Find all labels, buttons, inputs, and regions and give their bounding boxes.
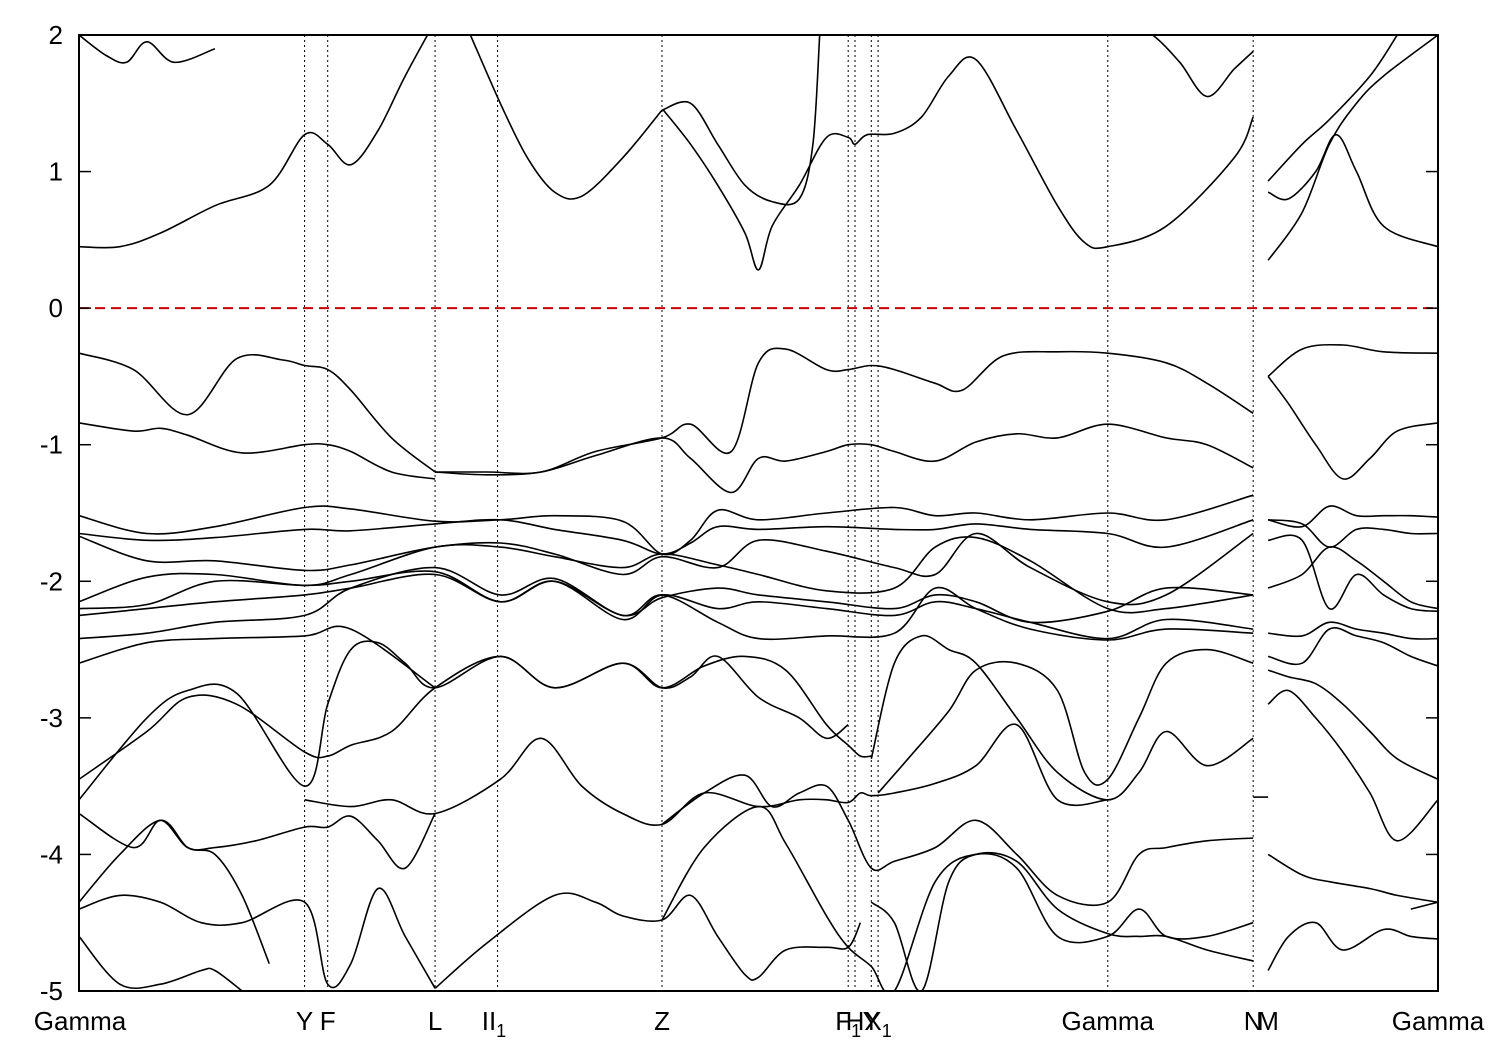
band-series-7: [1151, 35, 1254, 98]
band-series-12: [435, 423, 1254, 494]
y-ticks: 2 1 0 -1 -2 -3 -4 -5: [40, 20, 1438, 1006]
band-series-38: [1268, 519, 1438, 548]
band-series-9: [79, 352, 436, 473]
band-series-10: [79, 422, 436, 480]
band-series-32: [79, 887, 436, 989]
band-series-39: [1267, 505, 1438, 528]
kpoint-label-6: Z: [654, 1006, 670, 1036]
band-series-14: [1267, 343, 1438, 378]
band-series-23: [79, 655, 872, 780]
band-series-35: [870, 851, 1254, 991]
band-series-17: [79, 532, 1254, 606]
kpoint-label-14: Gamma: [1392, 1006, 1485, 1036]
band-series-30: [661, 774, 1254, 906]
band-series-36: [1267, 546, 1438, 610]
band-series-16: [79, 518, 1254, 555]
band-series-22: [79, 625, 436, 689]
band-series-46: [1267, 921, 1438, 971]
kpoint-label-9: Y: [863, 1006, 880, 1036]
band-series-4: [1267, 35, 1438, 261]
band-series-40: [1268, 621, 1438, 640]
band-series-3: [662, 56, 1254, 271]
band-lines: [79, 35, 1438, 991]
band-series-8: [79, 35, 216, 64]
y-tick-label-6: -4: [40, 839, 63, 869]
band-series-0: [79, 35, 429, 249]
band-series-42: [1267, 669, 1438, 781]
band-series-37: [1267, 534, 1438, 613]
band-series-11: [435, 347, 1254, 475]
band-series-26: [877, 648, 1254, 794]
kpoint-label-12: N: [1244, 1006, 1263, 1036]
kpoint-label-3: L: [428, 1006, 442, 1036]
plot-frame: [78, 34, 1439, 992]
band-series-47: [1410, 901, 1438, 910]
band-series-18: [79, 536, 1254, 614]
kpoint-label-5: I1: [489, 1006, 506, 1041]
kpoint-label-13: M: [1257, 1006, 1279, 1036]
band-series-27: [304, 723, 1108, 826]
kpoint-label-11: Gamma: [1062, 1006, 1155, 1036]
band-series-6: [1267, 35, 1398, 182]
band-series-43: [1267, 689, 1438, 842]
band-series-2: [661, 35, 821, 206]
kpoint-label-10: X1: [864, 1006, 891, 1041]
band-series-25: [870, 634, 1254, 801]
band-series-21: [79, 566, 1254, 641]
band-series-20: [79, 573, 1254, 640]
band-series-33: [79, 935, 243, 991]
y-tick-label-5: -3: [40, 703, 63, 733]
band-series-13: [1267, 375, 1438, 480]
band-series-45: [1267, 853, 1438, 903]
kpoint-label-0: Gamma: [34, 1006, 127, 1036]
band-series-15: [79, 494, 1254, 556]
kpoint-label-1: Y: [296, 1006, 313, 1036]
band-series-24: [79, 640, 849, 801]
kpoint-label-8: H: [846, 1006, 865, 1036]
band-series-34: [434, 892, 862, 989]
band-series-1: [469, 35, 663, 200]
band-series-5: [1267, 133, 1438, 248]
band-series-28: [79, 812, 436, 870]
y-tick-label-3: -1: [40, 430, 63, 460]
y-tick-label-0: 2: [49, 20, 63, 50]
y-tick-label-2: 0: [49, 293, 63, 323]
kpoint-separator-lines: [304, 35, 1254, 991]
band-series-41: [1267, 627, 1438, 667]
y-tick-label-7: -5: [40, 976, 63, 1006]
band-series-31: [661, 805, 1254, 991]
kpoint-label-7: F1: [835, 1006, 861, 1041]
y-tick-label-4: -2: [40, 566, 63, 596]
y-tick-label-1: 1: [49, 157, 63, 187]
kpoint-label-2: F: [320, 1006, 336, 1036]
band-series-29: [79, 819, 271, 964]
kpoint-label-4: I: [482, 1006, 489, 1036]
